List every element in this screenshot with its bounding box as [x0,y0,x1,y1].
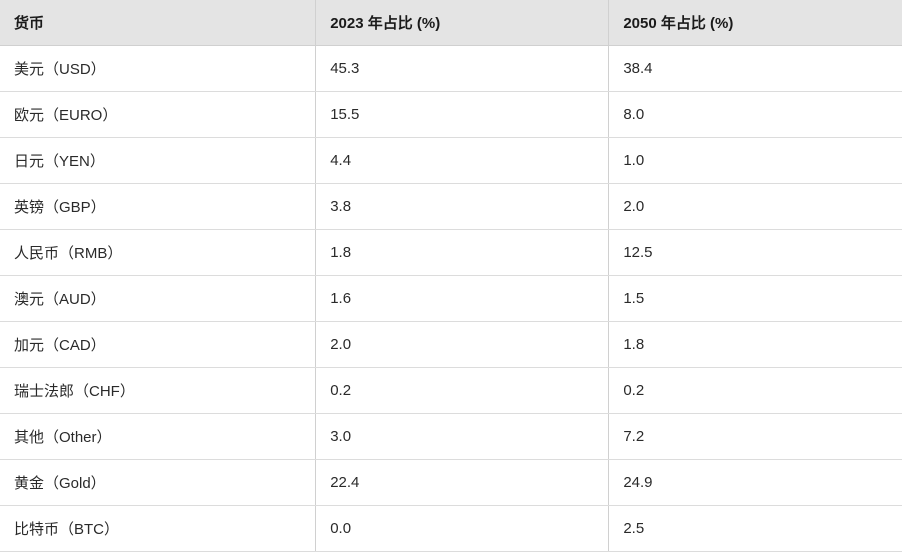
currency-share-table: 货币 2023 年占比 (%) 2050 年占比 (%) 美元（USD） 45.… [0,0,902,552]
cell-currency: 澳元（AUD） [0,276,316,322]
cell-2050: 7.2 [609,414,902,460]
table-row: 欧元（EURO） 15.5 8.0 [0,92,902,138]
cell-currency: 其他（Other） [0,414,316,460]
cell-2023: 1.8 [316,230,609,276]
table-row: 其他（Other） 3.0 7.2 [0,414,902,460]
cell-currency: 日元（YEN） [0,138,316,184]
cell-currency: 英镑（GBP） [0,184,316,230]
cell-2050: 1.5 [609,276,902,322]
cell-currency: 瑞士法郎（CHF） [0,368,316,414]
cell-2050: 1.0 [609,138,902,184]
cell-2023: 3.8 [316,184,609,230]
cell-currency: 欧元（EURO） [0,92,316,138]
table-row: 瑞士法郎（CHF） 0.2 0.2 [0,368,902,414]
col-header-2050: 2050 年占比 (%) [609,0,902,46]
cell-2050: 24.9 [609,460,902,506]
cell-currency: 加元（CAD） [0,322,316,368]
table-header-row: 货币 2023 年占比 (%) 2050 年占比 (%) [0,0,902,46]
table-row: 比特币（BTC） 0.0 2.5 [0,506,902,552]
table-row: 黄金（Gold） 22.4 24.9 [0,460,902,506]
cell-2050: 38.4 [609,46,902,92]
cell-2050: 1.8 [609,322,902,368]
cell-2050: 12.5 [609,230,902,276]
cell-2050: 2.5 [609,506,902,552]
cell-currency: 黄金（Gold） [0,460,316,506]
cell-2023: 0.2 [316,368,609,414]
table-row: 人民币（RMB） 1.8 12.5 [0,230,902,276]
table-body: 美元（USD） 45.3 38.4 欧元（EURO） 15.5 8.0 日元（Y… [0,46,902,552]
table-row: 英镑（GBP） 3.8 2.0 [0,184,902,230]
cell-2023: 0.0 [316,506,609,552]
cell-2023: 45.3 [316,46,609,92]
cell-2050: 8.0 [609,92,902,138]
table-header: 货币 2023 年占比 (%) 2050 年占比 (%) [0,0,902,46]
cell-2023: 4.4 [316,138,609,184]
cell-2023: 2.0 [316,322,609,368]
table-row: 日元（YEN） 4.4 1.0 [0,138,902,184]
cell-currency: 美元（USD） [0,46,316,92]
table-row: 加元（CAD） 2.0 1.8 [0,322,902,368]
cell-currency: 人民币（RMB） [0,230,316,276]
table-row: 美元（USD） 45.3 38.4 [0,46,902,92]
table-row: 澳元（AUD） 1.6 1.5 [0,276,902,322]
cell-2023: 3.0 [316,414,609,460]
cell-2050: 2.0 [609,184,902,230]
cell-2023: 15.5 [316,92,609,138]
cell-2023: 22.4 [316,460,609,506]
cell-2050: 0.2 [609,368,902,414]
col-header-2023: 2023 年占比 (%) [316,0,609,46]
col-header-currency: 货币 [0,0,316,46]
cell-2023: 1.6 [316,276,609,322]
cell-currency: 比特币（BTC） [0,506,316,552]
